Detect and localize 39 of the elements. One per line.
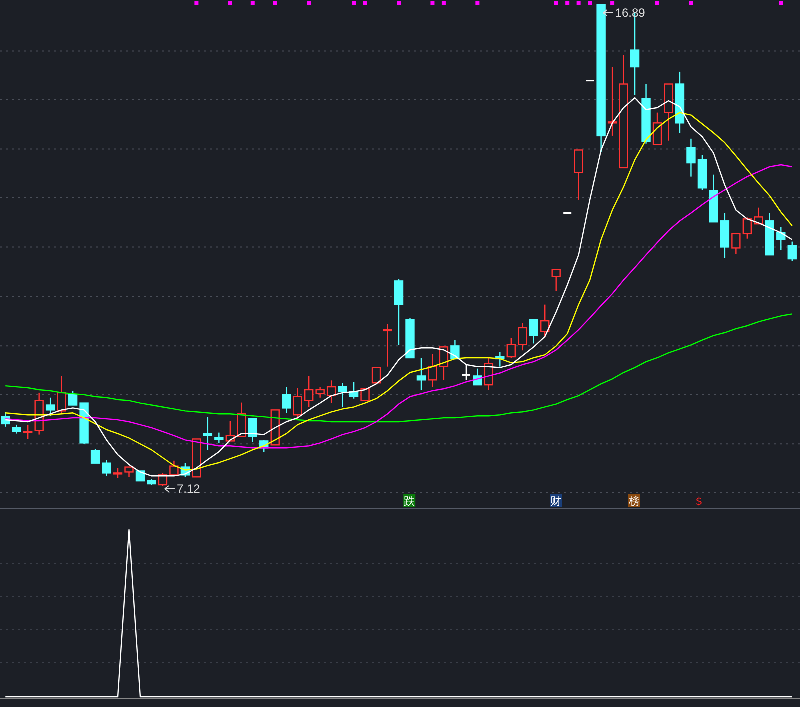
candlestick: [113, 468, 123, 479]
candlestick: [282, 386, 292, 414]
candlestick: [383, 323, 392, 368]
candlestick: [506, 338, 516, 359]
candlestick: [416, 357, 426, 391]
text: $: [696, 495, 703, 508]
candlestick: [293, 387, 302, 420]
candlestick: [68, 390, 78, 406]
candlestick: [394, 278, 404, 346]
candlestick: [462, 364, 472, 381]
candlestick: [124, 466, 134, 478]
annotation: 16.89: [615, 6, 646, 20]
candlestick: [608, 66, 618, 137]
candlestick: [574, 150, 584, 201]
candlestick: [214, 432, 224, 444]
candlestick: [248, 418, 258, 443]
candlestick: [552, 269, 561, 292]
candlestick: [652, 112, 662, 146]
candlestick: [24, 424, 33, 440]
candlestick: [57, 376, 66, 414]
candlestick: [304, 376, 314, 408]
candlestick: [326, 380, 336, 404]
candlestick: [742, 217, 752, 240]
candlestick: [316, 386, 325, 398]
candlestick: [732, 233, 741, 255]
candlestick: [428, 353, 438, 388]
candlestick: [529, 318, 538, 344]
candlestick: [686, 138, 696, 178]
annotation: 7.12: [176, 482, 201, 496]
candlestick: [372, 367, 382, 384]
candlestick: [90, 448, 100, 464]
candlestick: [518, 322, 528, 352]
candlestick: [203, 416, 213, 451]
candlestick: [102, 460, 112, 477]
candlestick: [540, 304, 550, 338]
candlestick: [788, 241, 797, 262]
candlestick: [170, 460, 179, 476]
candlestick: [46, 397, 56, 417]
candlestick: [338, 382, 348, 408]
